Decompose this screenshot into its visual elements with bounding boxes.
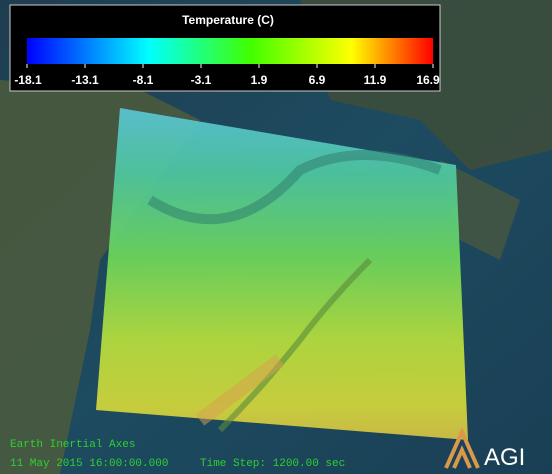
time-label: 11 May 2015 16:00:00.000 — [10, 458, 168, 470]
time-step-label: Time Step: 1200.00 sec — [200, 458, 345, 470]
temperature-overlay — [96, 108, 468, 440]
tick-label: -18.1 — [14, 73, 42, 87]
legend: Temperature (C) -18.1 -13.1 -8.1 -3.1 1.9 6.9… — [9, 4, 441, 92]
tick-label: -8.1 — [133, 73, 154, 87]
tick-label: 11.9 — [364, 73, 387, 87]
tick-label: 16.9 — [416, 73, 440, 87]
legend-title: Temperature (C) — [182, 13, 274, 27]
tick-label: -3.1 — [191, 73, 212, 87]
tick-label: -13.1 — [71, 73, 99, 87]
front-streak — [217, 257, 373, 433]
tick-label: 1.9 — [251, 73, 268, 87]
logo-icon — [444, 427, 480, 469]
color-bar — [27, 38, 433, 64]
legend-ticks: -18.1 -13.1 -8.1 -3.1 1.9 6.9 11.9 16.9 — [14, 64, 440, 87]
warm-streak — [195, 354, 285, 426]
cold-band — [147, 150, 442, 225]
tick-label: 6.9 — [309, 73, 326, 87]
land — [440, 160, 520, 260]
frame-label: Earth Inertial Axes — [10, 439, 135, 451]
logo-text: AGI — [484, 444, 525, 471]
